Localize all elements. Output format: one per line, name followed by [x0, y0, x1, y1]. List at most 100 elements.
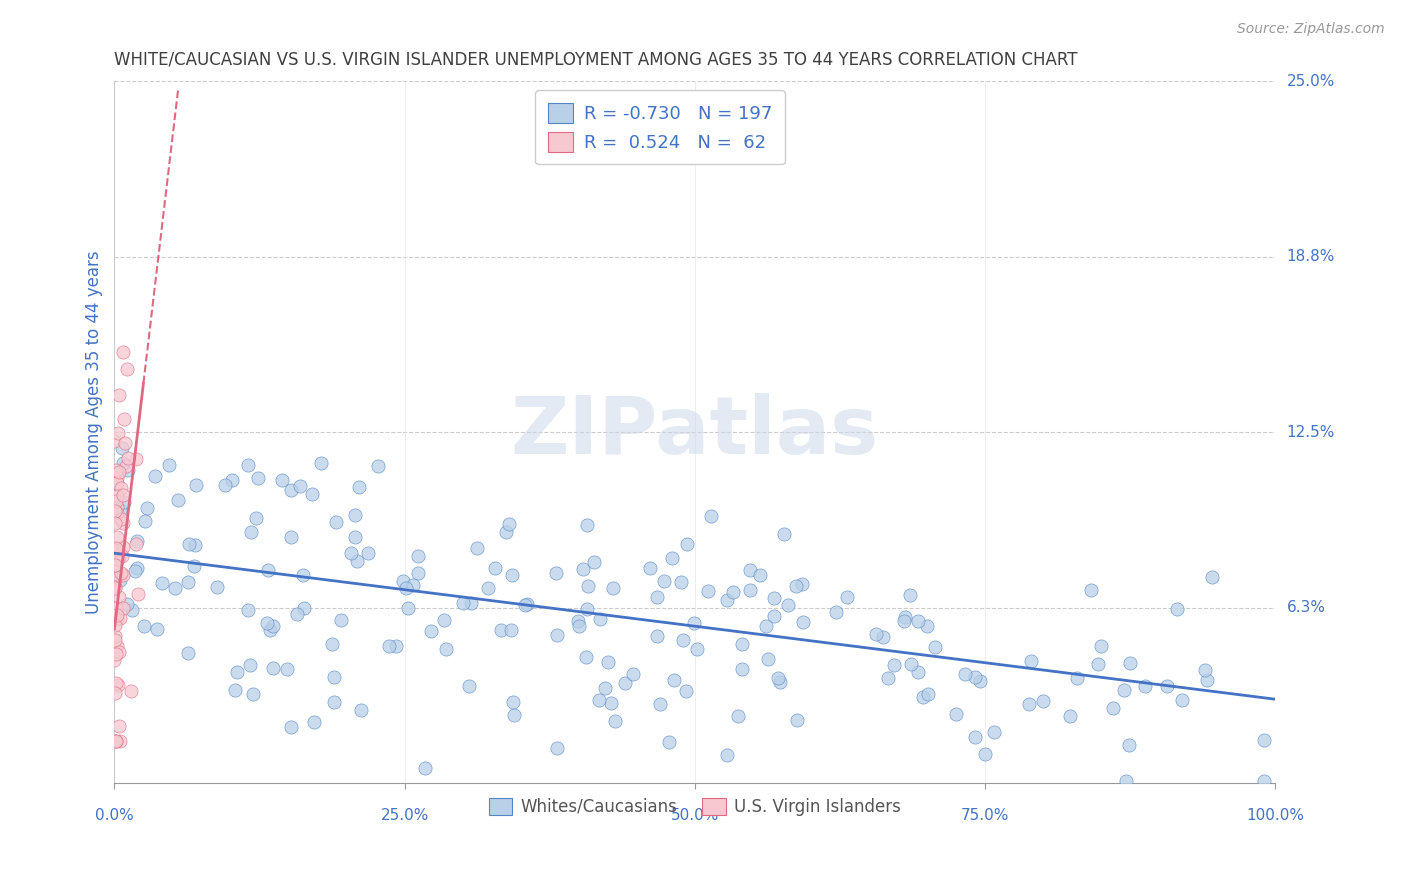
Point — [280, 483, 302, 498]
Point — [226, 665, 249, 679]
Point — [110, 573, 132, 587]
Point — [108, 465, 131, 479]
Point — [110, 503, 132, 517]
Point — [658, 735, 681, 749]
Point — [716, 593, 738, 607]
Point — [163, 581, 186, 595]
Point — [1253, 773, 1275, 788]
Point — [406, 566, 429, 580]
Point — [568, 619, 591, 633]
Point — [256, 615, 278, 630]
Point — [124, 451, 146, 466]
Point — [911, 690, 934, 704]
Point — [115, 459, 138, 474]
Text: 6.3%: 6.3% — [1286, 600, 1326, 615]
Point — [108, 590, 131, 604]
Text: Source: ZipAtlas.com: Source: ZipAtlas.com — [1237, 22, 1385, 37]
Point — [262, 661, 284, 675]
Point — [127, 587, 149, 601]
Point — [105, 541, 128, 555]
Point — [769, 675, 792, 690]
Point — [108, 645, 131, 659]
Point — [501, 568, 523, 582]
Point — [288, 479, 311, 493]
Point — [104, 504, 127, 518]
Point — [117, 451, 139, 466]
Point — [675, 684, 697, 698]
Point — [105, 471, 128, 485]
Point — [865, 627, 887, 641]
Point — [1018, 697, 1040, 711]
Point — [583, 554, 606, 568]
Point — [214, 477, 236, 491]
Point — [321, 637, 343, 651]
Point — [179, 537, 201, 551]
Point — [111, 488, 134, 502]
Point — [460, 596, 482, 610]
Point — [621, 667, 644, 681]
Point — [1080, 583, 1102, 598]
Point — [301, 487, 323, 501]
Point — [675, 537, 697, 551]
Point — [484, 561, 506, 575]
Point — [276, 661, 298, 675]
Point — [598, 655, 620, 669]
Point — [392, 574, 415, 588]
Point — [614, 676, 637, 690]
Point — [114, 435, 136, 450]
Point — [117, 597, 139, 611]
Point — [588, 693, 610, 707]
Point — [110, 481, 132, 495]
Point — [115, 362, 138, 376]
Point — [125, 537, 148, 551]
Point — [603, 714, 626, 728]
Text: 100.0%: 100.0% — [1246, 808, 1305, 823]
Point — [111, 540, 134, 554]
Point — [825, 605, 848, 619]
Point — [292, 567, 315, 582]
Point — [112, 516, 135, 530]
Point — [776, 598, 799, 612]
Point — [900, 657, 922, 671]
Point — [495, 525, 517, 540]
Point — [105, 530, 128, 544]
Point — [503, 708, 526, 723]
Point — [1066, 671, 1088, 685]
Point — [124, 564, 146, 578]
Point — [107, 425, 129, 440]
Point — [907, 614, 929, 628]
Point — [112, 495, 135, 509]
Point — [1087, 657, 1109, 671]
Point — [105, 463, 128, 477]
Point — [349, 480, 371, 494]
Point — [132, 619, 155, 633]
Point — [402, 577, 425, 591]
Point — [104, 632, 127, 647]
Point — [546, 628, 568, 642]
Point — [738, 563, 761, 577]
Point — [105, 600, 128, 615]
Point — [105, 647, 128, 661]
Point — [1090, 639, 1112, 653]
Point — [121, 684, 143, 698]
Text: 18.8%: 18.8% — [1286, 250, 1334, 264]
Point — [105, 500, 128, 515]
Point — [135, 501, 157, 516]
Point — [167, 493, 190, 508]
Text: 50.0%: 50.0% — [671, 808, 718, 823]
Point — [104, 516, 127, 531]
Point — [239, 657, 262, 672]
Y-axis label: Unemployment Among Ages 35 to 44 years: Unemployment Among Ages 35 to 44 years — [86, 251, 103, 615]
Point — [285, 607, 308, 622]
Point — [963, 730, 986, 744]
Point — [721, 585, 744, 599]
Point — [105, 542, 128, 557]
Point — [395, 581, 418, 595]
Point — [983, 724, 1005, 739]
Point — [183, 539, 205, 553]
Point — [924, 640, 946, 655]
Point — [236, 458, 259, 472]
Point — [465, 541, 488, 555]
Point — [792, 615, 814, 629]
Point — [1119, 657, 1142, 671]
